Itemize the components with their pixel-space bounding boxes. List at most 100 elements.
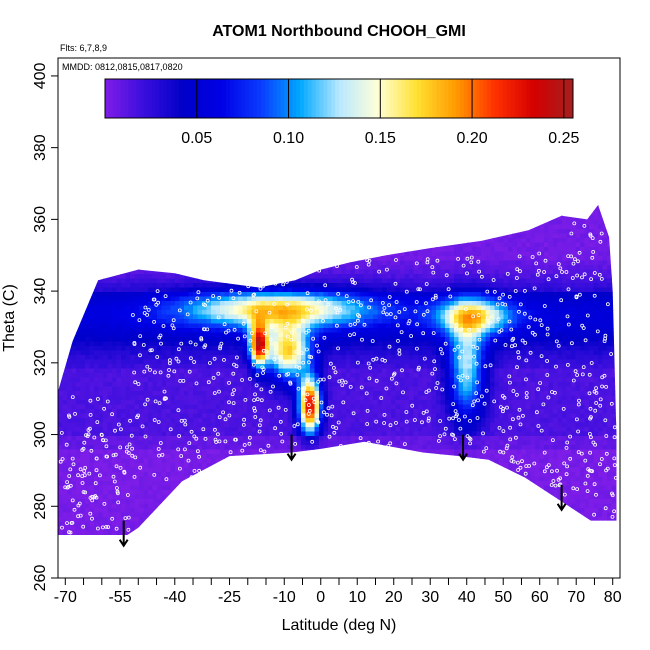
heatmap-cell bbox=[103, 544, 108, 549]
heatmap-cell bbox=[112, 198, 117, 203]
heatmap-cell bbox=[117, 189, 122, 194]
heatmap-cell bbox=[80, 265, 86, 270]
heatmap-cell bbox=[233, 391, 239, 396]
heatmap-cell bbox=[170, 278, 176, 284]
heatmap-cell bbox=[85, 171, 90, 176]
heatmap-cell bbox=[166, 364, 171, 369]
heatmap-cell bbox=[112, 238, 117, 243]
heatmap-cell bbox=[175, 373, 180, 378]
heatmap-cell bbox=[112, 162, 117, 167]
heatmap-cell bbox=[215, 278, 221, 284]
heatmap-cell bbox=[125, 229, 131, 234]
heatmap-cell bbox=[126, 558, 131, 563]
heatmap-cell bbox=[197, 382, 203, 387]
heatmap-cell bbox=[242, 503, 248, 509]
heatmap-cell bbox=[207, 72, 212, 77]
heatmap-cell bbox=[107, 314, 113, 320]
heatmap-cell bbox=[202, 314, 207, 320]
heatmap-cell bbox=[220, 215, 225, 221]
heatmap-cell bbox=[179, 274, 185, 279]
heatmap-cell bbox=[233, 247, 239, 252]
heatmap-cell bbox=[242, 485, 248, 491]
heatmap-cell bbox=[130, 490, 135, 495]
heatmap-cell bbox=[161, 400, 167, 405]
heatmap-cell bbox=[180, 193, 185, 198]
heatmap-cell bbox=[112, 314, 117, 320]
heatmap-cell bbox=[139, 274, 144, 279]
heatmap-cell bbox=[135, 157, 140, 162]
heatmap-cell bbox=[63, 103, 68, 108]
heatmap-cell bbox=[139, 418, 144, 423]
heatmap-cell bbox=[175, 296, 180, 302]
heatmap-cell bbox=[116, 215, 122, 221]
heatmap-cell bbox=[224, 467, 230, 473]
heatmap-cell bbox=[220, 144, 225, 149]
heatmap-cell bbox=[220, 121, 225, 126]
heatmap-cell bbox=[215, 391, 221, 396]
heatmap-cell bbox=[125, 413, 131, 419]
heatmap-cell bbox=[134, 503, 140, 509]
heatmap-cell bbox=[72, 535, 77, 540]
heatmap-cell bbox=[98, 205, 104, 207]
heatmap-cell bbox=[197, 323, 203, 329]
heatmap-cell bbox=[81, 193, 86, 198]
heatmap-cell bbox=[233, 431, 239, 437]
heatmap-cell bbox=[67, 215, 72, 221]
heatmap-cell bbox=[62, 319, 68, 324]
heatmap-cell bbox=[143, 247, 149, 252]
heatmap-cell bbox=[166, 130, 171, 135]
heatmap-cell bbox=[85, 260, 90, 266]
heatmap-cell bbox=[170, 364, 176, 369]
heatmap-cell bbox=[76, 323, 81, 329]
heatmap-cell bbox=[121, 562, 126, 567]
heatmap-cell bbox=[197, 413, 203, 419]
heatmap-cell bbox=[135, 130, 140, 135]
heatmap-cell bbox=[188, 260, 194, 266]
heatmap-cell bbox=[211, 251, 216, 257]
heatmap-cell bbox=[193, 292, 198, 297]
heatmap-cell bbox=[224, 377, 230, 383]
heatmap-cell bbox=[58, 103, 63, 108]
heatmap-cell bbox=[98, 229, 104, 234]
heatmap-cell bbox=[179, 386, 185, 392]
heatmap-cell bbox=[121, 130, 126, 135]
heatmap-cell bbox=[157, 540, 162, 545]
heatmap-cell bbox=[98, 359, 104, 365]
heatmap-cell bbox=[67, 508, 72, 513]
heatmap-cell bbox=[99, 126, 104, 131]
heatmap-cell bbox=[76, 198, 81, 203]
heatmap-cell bbox=[193, 418, 198, 423]
heatmap-cell bbox=[103, 256, 108, 261]
heatmap-cell bbox=[197, 418, 203, 423]
heatmap-cell bbox=[76, 567, 81, 572]
heatmap-cell bbox=[211, 63, 216, 68]
heatmap-cell bbox=[72, 99, 77, 104]
heatmap-cell bbox=[224, 472, 230, 477]
heatmap-cell bbox=[157, 400, 162, 405]
heatmap-cell bbox=[103, 521, 108, 527]
heatmap-cell bbox=[71, 467, 77, 473]
heatmap-cell bbox=[81, 166, 86, 171]
heatmap-cell bbox=[134, 256, 140, 261]
heatmap-cell bbox=[121, 490, 126, 495]
heatmap-cell bbox=[90, 558, 95, 563]
heatmap-cell bbox=[170, 260, 176, 266]
heatmap-cell bbox=[103, 449, 108, 455]
heatmap-cell bbox=[216, 171, 221, 176]
heatmap-cell bbox=[242, 490, 248, 495]
heatmap-cell bbox=[148, 341, 153, 347]
heatmap-cell bbox=[98, 458, 104, 464]
heatmap-cell bbox=[198, 58, 203, 63]
heatmap-cell bbox=[134, 350, 140, 356]
heatmap-cell bbox=[148, 175, 153, 180]
heatmap-cell bbox=[148, 440, 153, 446]
heatmap-cell bbox=[58, 422, 63, 428]
heatmap-cell bbox=[202, 180, 207, 185]
heatmap-cell bbox=[198, 184, 203, 189]
heatmap-cell bbox=[107, 206, 113, 212]
heatmap-cell bbox=[134, 391, 140, 396]
heatmap-cell bbox=[134, 251, 140, 257]
heatmap-cell bbox=[197, 278, 203, 284]
heatmap-cell bbox=[238, 256, 243, 261]
heatmap-cell bbox=[166, 490, 171, 495]
